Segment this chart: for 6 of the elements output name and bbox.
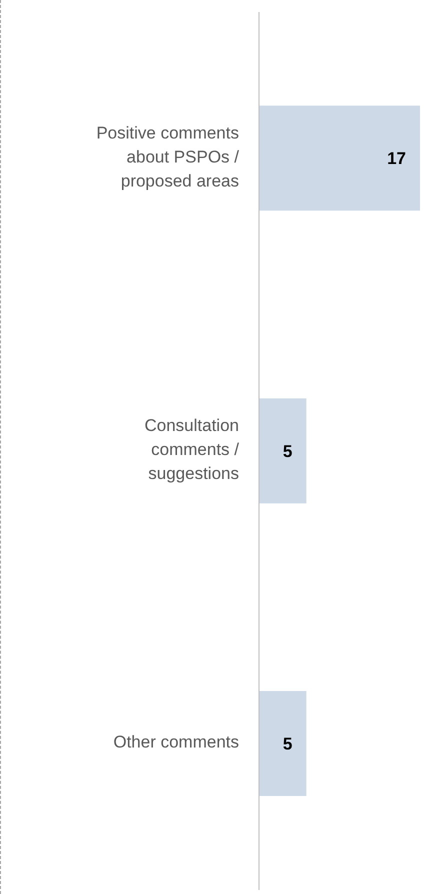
y-tick-label: Positive comments about PSPOs / proposed areas <box>96 124 240 191</box>
y-tick-label: Other comments <box>113 733 239 752</box>
data-label: 5 <box>282 734 292 754</box>
y-tick-label: Consultation comments / suggestions <box>144 416 240 484</box>
data-label: 5 <box>282 442 292 461</box>
data-label: 17 <box>387 149 406 168</box>
